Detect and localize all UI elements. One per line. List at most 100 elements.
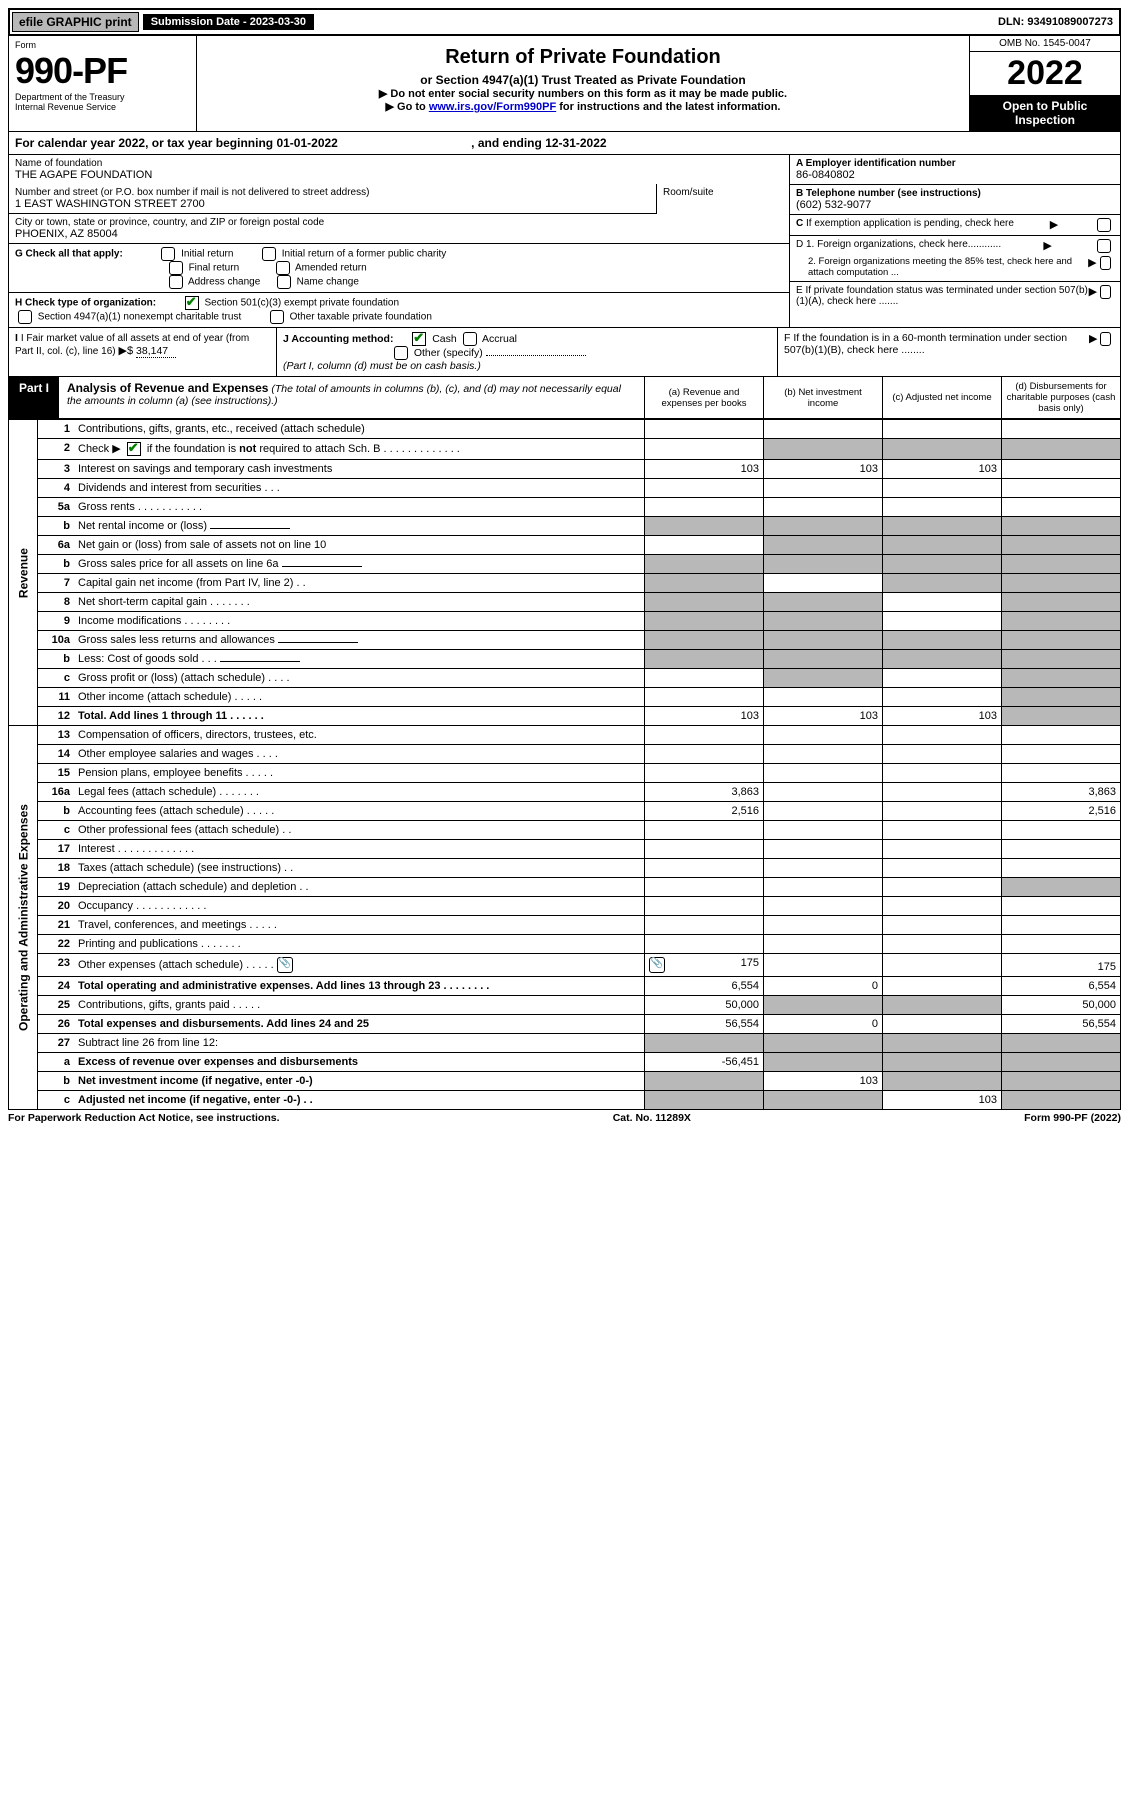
- amount-cell: 103: [645, 707, 764, 726]
- amount-cell: 103: [883, 1091, 1002, 1110]
- line-description: Accounting fees (attach schedule) . . . …: [74, 802, 645, 821]
- header-mid: Return of Private Foundation or Section …: [197, 36, 969, 131]
- amount-cell: [764, 555, 883, 574]
- final-return-checkbox[interactable]: [169, 261, 183, 275]
- table-row: 14Other employee salaries and wages . . …: [9, 745, 1121, 764]
- 4947a1-checkbox[interactable]: [18, 310, 32, 324]
- amount-cell: [1002, 536, 1121, 555]
- line-description: Contributions, gifts, grants, etc., rece…: [74, 420, 645, 439]
- attachment-icon[interactable]: 📎: [649, 957, 665, 973]
- table-row: cGross profit or (loss) (attach schedule…: [9, 669, 1121, 688]
- line-number: 17: [38, 840, 75, 859]
- other-taxable-checkbox[interactable]: [270, 310, 284, 324]
- amount-cell: [645, 574, 764, 593]
- amount-cell: [1002, 555, 1121, 574]
- amount-cell: [1002, 1053, 1121, 1072]
- form990pf-link[interactable]: www.irs.gov/Form990PF: [429, 101, 556, 113]
- efile-button[interactable]: efile GRAPHIC print: [12, 12, 139, 32]
- amount-cell: [645, 631, 764, 650]
- year-begin: 01-01-2022: [276, 136, 337, 150]
- line-description: Net investment income (if negative, ente…: [74, 1072, 645, 1091]
- amount-cell: [1002, 707, 1121, 726]
- line-description: Net short-term capital gain . . . . . . …: [74, 593, 645, 612]
- phone-label: B Telephone number (see instructions): [796, 188, 981, 199]
- initial-return-checkbox[interactable]: [161, 247, 175, 261]
- amount-cell: [1002, 859, 1121, 878]
- section-h: H Check type of organization: Section 50…: [9, 293, 789, 327]
- table-row: 10aGross sales less returns and allowanc…: [9, 631, 1121, 650]
- part1-header: Part I Analysis of Revenue and Expenses …: [8, 377, 1121, 419]
- amount-cell: 103: [645, 460, 764, 479]
- accrual-checkbox[interactable]: [463, 332, 477, 346]
- amount-cell: [764, 745, 883, 764]
- amount-cell: [883, 631, 1002, 650]
- amount-cell: 103: [764, 707, 883, 726]
- foreign-org-checkbox[interactable]: [1097, 239, 1111, 253]
- address-change-checkbox[interactable]: [169, 275, 183, 289]
- line-description: Net rental income or (loss): [74, 517, 645, 536]
- foreign-85-checkbox[interactable]: [1100, 256, 1111, 270]
- amount-cell: [883, 783, 1002, 802]
- header-right: OMB No. 1545-0047 2022 Open to Public In…: [969, 36, 1120, 131]
- line-description: Legal fees (attach schedule) . . . . . .…: [74, 783, 645, 802]
- amount-cell: [764, 840, 883, 859]
- column-headers: (a) Revenue and expenses per books (b) N…: [644, 377, 1120, 418]
- initial-former-checkbox[interactable]: [262, 247, 276, 261]
- other-method-checkbox[interactable]: [394, 346, 408, 360]
- table-row: 4Dividends and interest from securities …: [9, 479, 1121, 498]
- exemption-pending-checkbox[interactable]: [1097, 218, 1111, 232]
- section-f: F If the foundation is in a 60-month ter…: [778, 328, 1120, 376]
- amount-cell: [764, 669, 883, 688]
- line-description: Subtract line 26 from line 12:: [74, 1034, 645, 1053]
- amount-cell: -56,451: [645, 1053, 764, 1072]
- attachment-icon[interactable]: 📎: [277, 957, 293, 973]
- table-row: bNet rental income or (loss): [9, 517, 1121, 536]
- line-number: c: [38, 821, 75, 840]
- amount-cell: [883, 821, 1002, 840]
- amount-cell: [1002, 688, 1121, 707]
- amount-cell: 50,000: [1002, 996, 1121, 1015]
- line-number: 24: [38, 977, 75, 996]
- amount-cell: [764, 764, 883, 783]
- cash-checkbox[interactable]: [412, 332, 426, 346]
- amended-return-checkbox[interactable]: [276, 261, 290, 275]
- line-description: Occupancy . . . . . . . . . . . .: [74, 897, 645, 916]
- amount-cell: [764, 593, 883, 612]
- amount-cell: [883, 669, 1002, 688]
- amount-cell: [1002, 420, 1121, 439]
- room-label: Room/suite: [663, 187, 783, 198]
- amount-cell: [1002, 821, 1121, 840]
- amount-cell: 175: [1002, 954, 1121, 977]
- amount-cell: [1002, 878, 1121, 897]
- name-change-checkbox[interactable]: [277, 275, 291, 289]
- amount-cell: [1002, 745, 1121, 764]
- line-number: 2: [38, 439, 75, 460]
- amount-cell: 6,554: [1002, 977, 1121, 996]
- line-description: Travel, conferences, and meetings . . . …: [74, 916, 645, 935]
- amount-cell: [883, 420, 1002, 439]
- table-row: 6aNet gain or (loss) from sale of assets…: [9, 536, 1121, 555]
- line-number: 16a: [38, 783, 75, 802]
- line-description: Capital gain net income (from Part IV, l…: [74, 574, 645, 593]
- amount-cell: [764, 439, 883, 460]
- sch-b-checkbox[interactable]: [127, 442, 141, 456]
- line-description: Gross sales price for all assets on line…: [74, 555, 645, 574]
- table-row: 22Printing and publications . . . . . . …: [9, 935, 1121, 954]
- amount-cell: [883, 612, 1002, 631]
- amount-cell: 103: [883, 707, 1002, 726]
- line-description: Excess of revenue over expenses and disb…: [74, 1053, 645, 1072]
- table-row: 9Income modifications . . . . . . . .: [9, 612, 1121, 631]
- form-number: 990-PF: [15, 50, 190, 92]
- amount-cell: [645, 897, 764, 916]
- line-description: Other employee salaries and wages . . . …: [74, 745, 645, 764]
- amount-cell: [764, 479, 883, 498]
- amount-cell: [764, 821, 883, 840]
- line-description: Net gain or (loss) from sale of assets n…: [74, 536, 645, 555]
- status-terminated-checkbox[interactable]: [1100, 285, 1111, 299]
- 501c3-checkbox[interactable]: [185, 296, 199, 310]
- amount-cell: [764, 783, 883, 802]
- table-row: 26Total expenses and disbursements. Add …: [9, 1015, 1121, 1034]
- amount-cell: [883, 916, 1002, 935]
- amount-cell: [883, 996, 1002, 1015]
- 60-month-checkbox[interactable]: [1100, 332, 1111, 346]
